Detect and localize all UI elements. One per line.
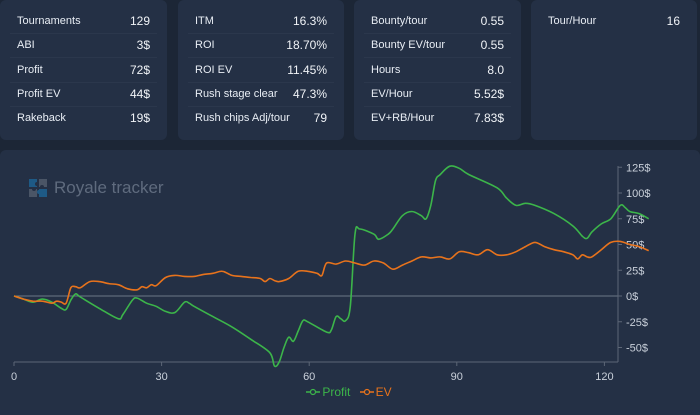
watermark-logo: Royale tracker <box>28 178 164 198</box>
stat-label: ROI EV <box>195 64 233 76</box>
stat-value: 7.83$ <box>473 111 504 125</box>
stat-row-rakeback: Rakeback 19$ <box>10 106 157 130</box>
stat-value: 0.55 <box>480 14 504 28</box>
chart-axes: -50$-25$0$25$50$75$100$125$0 30 60 90 120 <box>11 162 651 383</box>
puzzle-logo-icon <box>29 179 47 197</box>
stat-value: 79 <box>313 111 327 125</box>
x-tick-label: 30 <box>155 371 167 383</box>
stat-label: Bounty/tour <box>371 15 428 27</box>
stat-label: Tour/Hour <box>548 15 597 27</box>
stat-label: Bounty EV/tour <box>371 39 445 51</box>
x-tick-label: 120 <box>595 371 613 383</box>
stat-row-tour-hour: Tour/Hour 16 <box>541 9 687 33</box>
chart-legend: Profit EV <box>0 385 700 399</box>
stats-card-bounty: Bounty/tour 0.55 Bounty EV/tour 0.55 Hours… <box>354 0 521 140</box>
stats-card-general: Tournaments 129 ABI 3$ Profit 72$ Profit EV… <box>0 0 167 140</box>
y-tick-label: -25$ <box>626 317 648 329</box>
profit-ev-line-chart: -50$-25$0$25$50$75$100$125$0 30 60 90 120 <box>11 162 651 383</box>
stat-label: EV/Hour <box>371 88 413 100</box>
stat-label: ABI <box>17 39 35 51</box>
y-tick-label: 25$ <box>626 265 644 277</box>
stat-row-hours: Hours 8.0 <box>364 58 511 83</box>
watermark-text: Royale tracker <box>54 178 164 197</box>
stat-label: Profit <box>17 64 43 76</box>
stat-row-ev-hour: EV/Hour 5.52$ <box>364 82 511 107</box>
legend-marker-profit-icon <box>306 388 321 396</box>
stat-label: Rush chips Adj/tour <box>195 112 290 124</box>
x-tick-label: 90 <box>451 371 463 383</box>
stat-value: 18.70% <box>286 38 327 52</box>
series-line-ev <box>13 240 650 305</box>
stat-value: 8.0 <box>487 63 504 77</box>
stat-label: Tournaments <box>17 15 81 27</box>
stat-value: 44$ <box>129 87 150 101</box>
stat-row-ev-rb-hour: EV+RB/Hour 7.83$ <box>364 106 511 130</box>
stat-label: Rush stage clear <box>195 88 278 100</box>
stat-value: 11.45% <box>287 63 327 77</box>
stat-row-rush-chips: Rush chips Adj/tour 79 <box>188 106 334 130</box>
stat-row-roi-ev: ROI EV 11.45% <box>188 58 334 83</box>
x-tick-label: 0 <box>11 371 17 383</box>
stat-value: 3$ <box>136 38 150 52</box>
stats-card-pace: Tour/Hour 16 <box>531 0 697 140</box>
stat-row-profit: Profit 72$ <box>10 58 157 83</box>
stat-value: 16.3% <box>292 14 327 28</box>
stat-value: 5.52$ <box>473 87 504 101</box>
stat-row-profit-ev: Profit EV 44$ <box>10 82 157 107</box>
legend-label-ev: EV <box>375 385 392 399</box>
stat-row-abi: ABI 3$ <box>10 33 157 58</box>
y-tick-label: 100$ <box>626 188 650 200</box>
y-tick-label: 75$ <box>626 214 644 226</box>
stat-row-itm: ITM 16.3% <box>188 9 334 34</box>
stat-value: 0.55 <box>480 38 504 52</box>
y-tick-label: -50$ <box>626 343 648 355</box>
stat-row-tournaments: Tournaments 129 <box>10 9 157 34</box>
stat-label: Rakeback <box>17 112 66 124</box>
series-line-profit <box>13 165 650 368</box>
stats-card-roi: ITM 16.3% ROI 18.70% ROI EV 11.45% Rush sta… <box>178 0 344 140</box>
profit-chart-card: Royale tracker -50$ -25$ 0$ 25$ 50$ 75$ 100$ 12… <box>0 150 700 415</box>
legend-marker-ev-icon <box>359 388 374 396</box>
stat-value: 129 <box>129 14 150 28</box>
stat-label: ROI <box>195 39 215 51</box>
stat-row-bounty-tour: Bounty/tour 0.55 <box>364 9 511 34</box>
stat-row-rush-stage-clear: Rush stage clear 47.3% <box>188 82 334 107</box>
y-tick-label: 125$ <box>626 162 650 174</box>
stat-value: 47.3% <box>292 87 327 101</box>
legend-item-ev[interactable]: EV <box>359 385 394 399</box>
stat-value: 19$ <box>129 111 150 125</box>
stat-label: Profit EV <box>17 88 61 100</box>
chart-series <box>13 165 650 368</box>
stat-label: ITM <box>195 15 214 27</box>
stat-row-bounty-ev-tour: Bounty EV/tour 0.55 <box>364 33 511 58</box>
x-tick-label: 60 <box>303 371 315 383</box>
stat-label: EV+RB/Hour <box>371 112 435 124</box>
legend-label-profit: Profit <box>322 385 351 399</box>
stat-value: 72$ <box>129 63 150 77</box>
legend-item-profit[interactable]: Profit <box>306 385 352 399</box>
stat-label: Hours <box>371 64 401 76</box>
y-tick-label: 0$ <box>626 291 638 303</box>
stat-value: 16 <box>666 14 680 28</box>
stat-row-roi: ROI 18.70% <box>188 33 334 58</box>
